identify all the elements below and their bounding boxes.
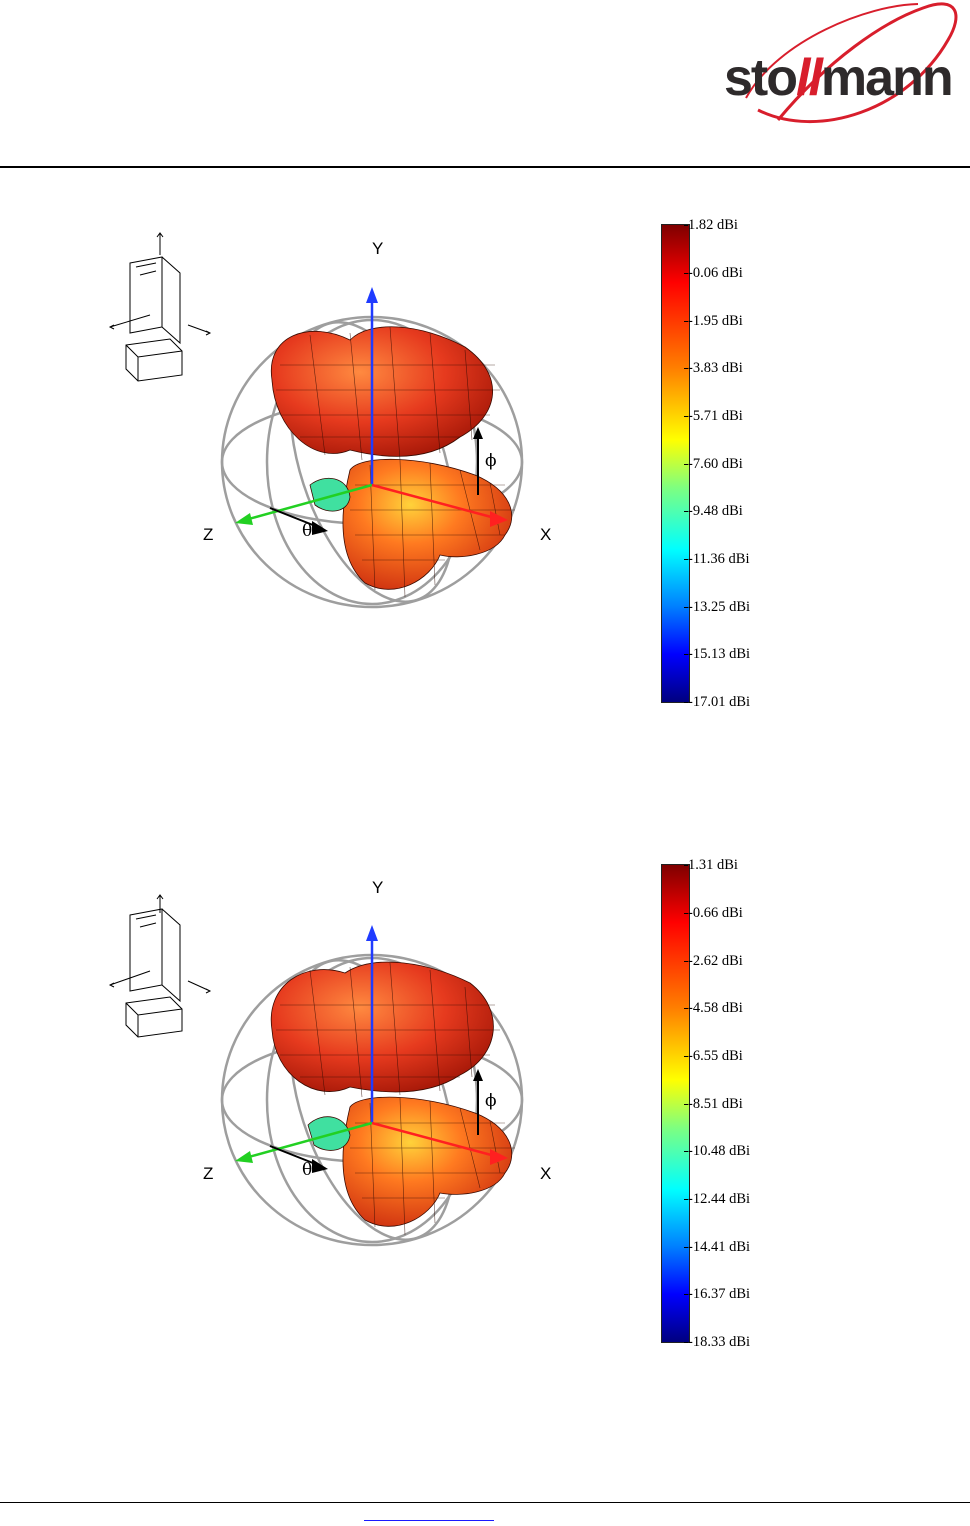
axis-label-x: X (540, 1164, 552, 1183)
phi-symbol: ϕ (485, 1091, 497, 1111)
radiation-pattern-3d (108, 894, 524, 1247)
colorbar-gain-scale (661, 224, 690, 703)
radiation-pattern-figure-2: Y Z X θ ϕ 1.31 dBi -0.66 dBi -2.62 dBi -… (0, 855, 970, 1375)
axis-arrows (235, 287, 508, 535)
radiation-lobes (270, 961, 515, 1236)
colorbar-tick: -14.41 dBi (683, 1239, 751, 1255)
colorbar-tick: -17.01 dBi (683, 694, 751, 710)
colorbar-tick: -4.58 dBi (684, 1000, 743, 1016)
axis-label-x: X (540, 525, 552, 544)
colorbar-tick: -8.51 dBi (684, 1096, 743, 1112)
theta-symbol: θ (302, 1160, 313, 1180)
colorbar-tick: -11.36 dBi (684, 551, 750, 567)
axis-label-y: Y (372, 878, 384, 897)
phi-arrowhead-icon (473, 427, 483, 439)
x-axis-arrowhead-icon (490, 1149, 508, 1165)
phi-symbol: ϕ (485, 451, 497, 471)
colorbar-tick: -12.44 dBi (683, 1191, 751, 1207)
theta-arrowhead-icon (312, 521, 328, 535)
logo-wordmark: stollmann (724, 49, 954, 107)
radiation-lobes (270, 326, 515, 598)
z-axis-arrowhead-icon (235, 513, 253, 525)
colorbar-tick: -10.48 dBi (683, 1143, 751, 1159)
colorbar-tick: -1.95 dBi (684, 313, 743, 329)
phi-arrowhead-icon (473, 1069, 483, 1081)
axis-label-z: Z (203, 1164, 214, 1183)
colorbar-gain-scale (661, 864, 690, 1343)
colorbar-tick: -16.37 dBi (683, 1286, 751, 1302)
y-axis-arrowhead-icon (366, 925, 378, 941)
radiation-pattern-figure-1: Y Z X θ ϕ 1.82 dBi -0.06 dBi -1.95 dBi -… (0, 215, 970, 735)
colorbar-tick: -0.06 dBi (684, 265, 743, 281)
theta-arrowhead-icon (312, 1159, 328, 1173)
header-divider (0, 166, 970, 168)
colorbar-tick: -3.83 dBi (684, 360, 743, 376)
colorbar-tick: -2.62 dBi (684, 953, 743, 969)
module-drawing-icon (108, 894, 212, 1038)
z-axis-arrowhead-icon (235, 1151, 253, 1163)
colorbar-tick: -5.71 dBi (684, 408, 743, 424)
axis-label-y: Y (372, 239, 384, 258)
colorbar-tick: -7.60 dBi (684, 456, 743, 472)
module-drawing-icon (108, 232, 212, 382)
axis-label-z: Z (203, 525, 214, 544)
colorbar-tick: 1.82 dBi (684, 217, 738, 233)
axis-arrows (235, 925, 508, 1173)
colorbar-tick: -0.66 dBi (684, 905, 743, 921)
colorbar-tick: -13.25 dBi (683, 599, 751, 615)
logo-swoosh-icon (745, 2, 958, 124)
colorbar-tick: -18.33 dBi (683, 1334, 751, 1350)
stollmann-logo: stollmann (718, 0, 968, 130)
theta-symbol: θ (302, 521, 313, 541)
colorbar-tick: -6.55 dBi (684, 1048, 743, 1064)
colorbar-tick: -15.13 dBi (683, 646, 751, 662)
x-axis-arrowhead-icon (490, 511, 508, 527)
footer-divider (0, 1502, 970, 1503)
colorbar-tick: 1.31 dBi (684, 857, 738, 873)
y-axis-arrowhead-icon (366, 287, 378, 303)
radiation-pattern-3d (108, 232, 524, 609)
colorbar-tick: -9.48 dBi (684, 503, 743, 519)
footer-link-underline[interactable] (364, 1520, 494, 1525)
